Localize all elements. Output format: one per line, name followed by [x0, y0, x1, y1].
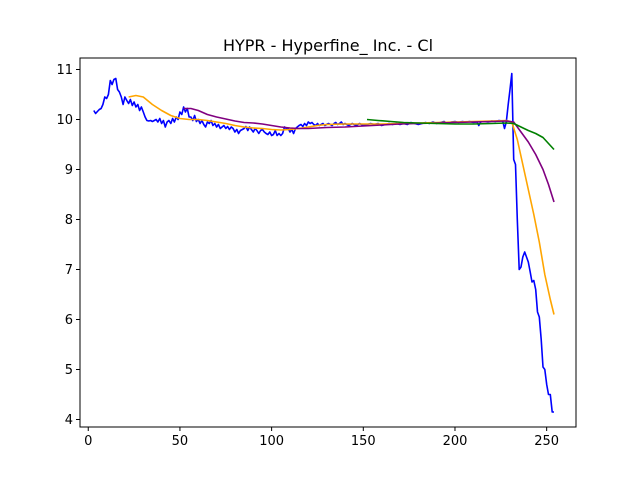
x-tick-label: 200: [443, 434, 468, 449]
x-tick-label: 50: [172, 434, 189, 449]
y-axis: 4 5 6 7 8 9 10 11: [56, 63, 80, 428]
x-tick-label: 250: [534, 434, 559, 449]
x-tick-label: 0: [84, 434, 92, 449]
series-layer: [93, 72, 555, 413]
y-tick-label: 4: [65, 413, 73, 428]
y-tick-label: 7: [65, 263, 73, 278]
y-tick-label: 10: [56, 113, 73, 128]
y-tick-label: 8: [65, 213, 73, 228]
x-tick-label: 100: [259, 434, 284, 449]
chart-title: HYPR - Hyperfine_ Inc. - Cl: [223, 36, 433, 56]
x-tick-label: 150: [351, 434, 376, 449]
plot-area-frame: [79, 57, 577, 428]
y-tick-label: 5: [65, 363, 73, 378]
x-axis: 0 50 100 150 200 250: [84, 427, 559, 449]
y-tick-label: 9: [65, 163, 73, 178]
series-line-4: [366, 118, 555, 151]
y-tick-label: 6: [65, 313, 73, 328]
series-line-2: [128, 94, 555, 315]
y-tick-label: 11: [56, 63, 73, 78]
series-line-3: [183, 107, 555, 203]
